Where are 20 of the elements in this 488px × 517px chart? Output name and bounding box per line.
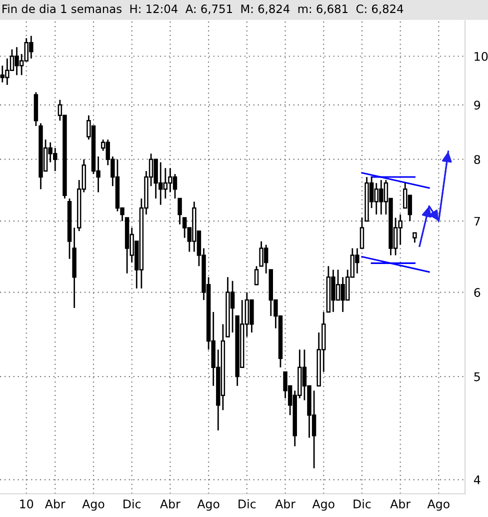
x-tick-label: Abr xyxy=(390,499,411,508)
y-tick-label: 4 xyxy=(474,476,480,484)
chart-title: Fin de dia 1 semanas H: 12:04 A: 6,751 M: 6,824 m: 6,681 C: 6,824 xyxy=(2,4,404,14)
x-tick-label: 10 xyxy=(20,500,34,508)
y-tick-label: 5 xyxy=(474,372,480,382)
y-tick-label: 9 xyxy=(474,100,480,110)
x-tick-label: Abr xyxy=(275,499,296,508)
x-tick-label: Abr xyxy=(160,499,180,508)
y-tick-label: 10 xyxy=(474,52,488,61)
y-tick-label: 6 xyxy=(474,288,480,297)
x-tick-label: Ago xyxy=(312,500,334,511)
x-tick-label: Abr xyxy=(45,499,66,508)
y-tick-label: 7 xyxy=(474,216,480,226)
x-tick-label: Ago xyxy=(197,500,220,511)
x-tick-label: Ago xyxy=(82,500,104,511)
x-tick-label: Dic xyxy=(124,499,141,508)
x-tick-label: Dic xyxy=(354,499,371,508)
x-tick-label: Ago xyxy=(427,500,450,511)
x-tick-label: Dic xyxy=(238,499,256,508)
y-tick-label: 8 xyxy=(474,155,480,164)
